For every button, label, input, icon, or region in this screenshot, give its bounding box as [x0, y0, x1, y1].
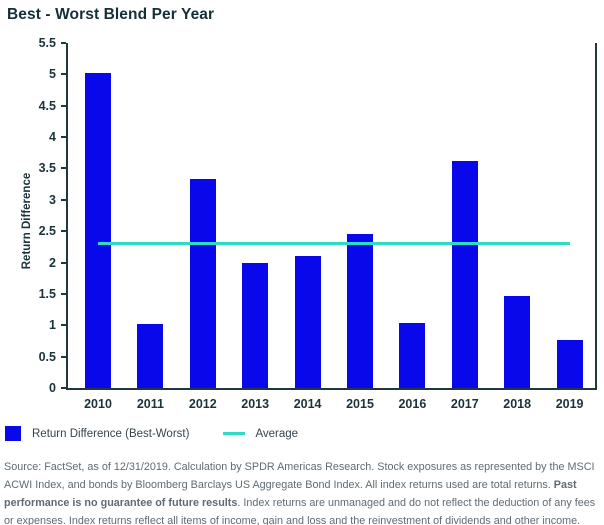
y-tick-mark [61, 261, 66, 264]
y-tick-label: 2 [49, 255, 56, 270]
legend-label-return-difference: Return Difference (Best-Worst) [32, 427, 190, 440]
y-tick-label: 0.5 [38, 349, 56, 364]
x-tick-label-2011: 2011 [136, 397, 164, 411]
x-tick-label-2015: 2015 [346, 397, 374, 411]
bar-2017 [451, 160, 478, 388]
page-title: Best - Worst Blend Per Year [7, 6, 215, 23]
x-tick-label-2019: 2019 [555, 397, 584, 411]
footnote-text-2: . Index returns are unmanaged and do not… [4, 497, 596, 525]
x-tick-label-2013: 2013 [241, 397, 270, 411]
y-tick-label: 4.5 [38, 98, 56, 113]
y-tick-label: 4 [49, 130, 56, 145]
legend-swatch-return-difference [5, 426, 21, 441]
y-tick-mark [61, 324, 66, 327]
y-tick-mark [61, 292, 66, 295]
bar-2014 [294, 256, 321, 388]
right-axis-line [595, 43, 597, 390]
bar-2011 [137, 324, 164, 388]
x-tick-label-2012: 2012 [188, 397, 217, 411]
plot-area: 0 0.5 1 1.5 2 2.5 3 3.5 4 4.5 5 5.5 2010 2011 2012 2013… [39, 36, 597, 411]
y-tick-mark [61, 73, 66, 76]
y-tick-label: 1.5 [38, 286, 56, 301]
y-tick-label: 0 [49, 381, 56, 395]
y-tick-mark [61, 167, 66, 170]
footnote-text-1: Source: FactSet, as of 12/31/2019. Calcu… [4, 461, 595, 491]
y-tick-mark [61, 136, 66, 139]
x-tick-label-2018: 2018 [503, 397, 532, 411]
y-tick-label: 3 [49, 192, 56, 207]
x-tick-label-2016: 2016 [398, 397, 427, 411]
y-tick-label: 1 [49, 318, 56, 333]
y-axis-title: Return Difference [21, 172, 33, 270]
y-tick-label: 5 [49, 67, 56, 82]
bar-2018 [504, 295, 531, 388]
bar-2013 [242, 263, 269, 388]
x-tick-label-2017: 2017 [450, 397, 479, 411]
footnote-bold-text: Past performance is no guarantee of futu… [4, 479, 577, 509]
x-tick-label-2010: 2010 [84, 397, 112, 411]
legend-label-average: Average [255, 427, 299, 440]
bar-2015 [347, 233, 373, 388]
average-line [98, 242, 570, 246]
bar-2010 [85, 73, 111, 388]
y-tick-mark [61, 387, 66, 389]
legend: Return Difference (Best-Worst) Average [5, 426, 298, 441]
y-tick-mark [61, 198, 66, 201]
y-tick-mark [61, 230, 66, 233]
y-tick-mark [61, 42, 66, 44]
y-tick-mark [61, 104, 66, 107]
footnote: Source: FactSet, as of 12/31/2019. Calcu… [4, 458, 601, 525]
y-tick-mark [61, 355, 66, 358]
x-axis-line [66, 388, 597, 390]
bar-2019 [556, 340, 583, 388]
bar-2016 [399, 322, 426, 388]
y-tick-label: 3.5 [38, 161, 56, 176]
x-tick-label-2014: 2014 [293, 397, 322, 411]
y-tick-label: 5.5 [38, 36, 56, 50]
bar-2012 [189, 178, 216, 388]
y-axis-line [66, 43, 68, 390]
legend-line-average [223, 432, 246, 435]
y-tick-label: 2.5 [38, 224, 56, 239]
